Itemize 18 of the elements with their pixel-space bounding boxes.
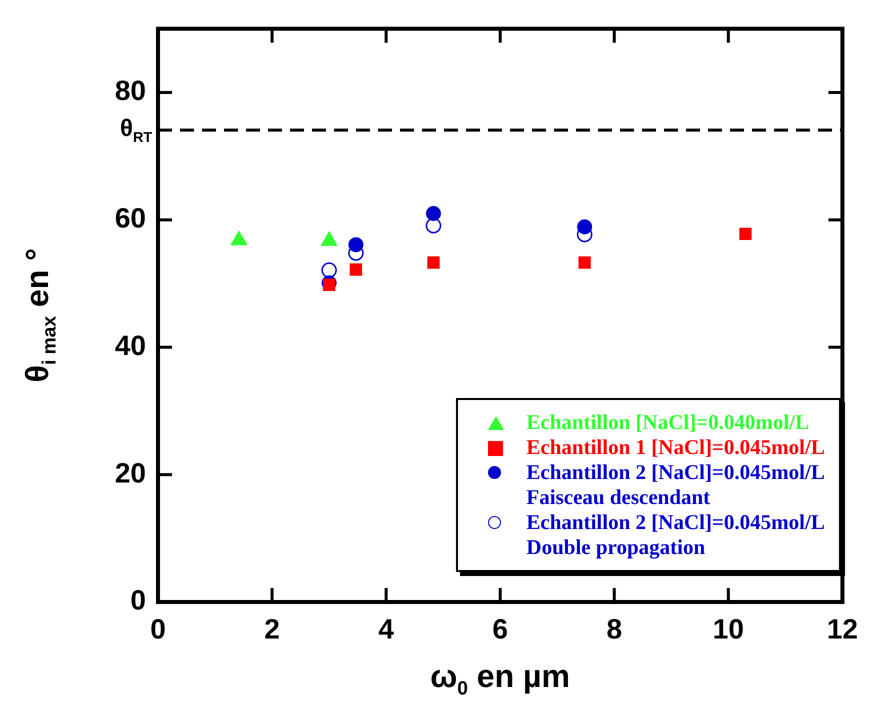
x-tick-label: 4 <box>378 614 394 645</box>
legend-label: Echantillon [NaCl]=0.040mol/L <box>526 410 810 435</box>
y-tick-label: 0 <box>130 584 146 616</box>
x-tick-label: 12 <box>826 614 858 645</box>
legend-label: Echantillon 2 [NaCl]=0.045mol/L Faisceau descendant <box>526 460 825 510</box>
y-tick-label: 40 <box>114 330 146 361</box>
x-tick-label: 10 <box>712 614 744 645</box>
x-tick-label: 0 <box>150 614 166 645</box>
x-tick-label: 6 <box>492 614 508 645</box>
x-tick-label: 2 <box>264 614 280 645</box>
y-tick-label: 60 <box>114 202 146 234</box>
legend-label: Echantillon 2 [NaCl]=0.045mol/L Double propagation <box>526 510 825 560</box>
y-tick-label: 20 <box>114 457 146 488</box>
y-tick-label: 80 <box>114 75 146 106</box>
legend-label: Echantillon 1 [NaCl]=0.045mol/L <box>526 435 825 460</box>
x-tick-label: 8 <box>606 614 622 645</box>
x-axis-title: ω$_{0}$ en µm <box>430 658 570 700</box>
ref-line-label: θ$_{RT}$ <box>120 114 152 146</box>
